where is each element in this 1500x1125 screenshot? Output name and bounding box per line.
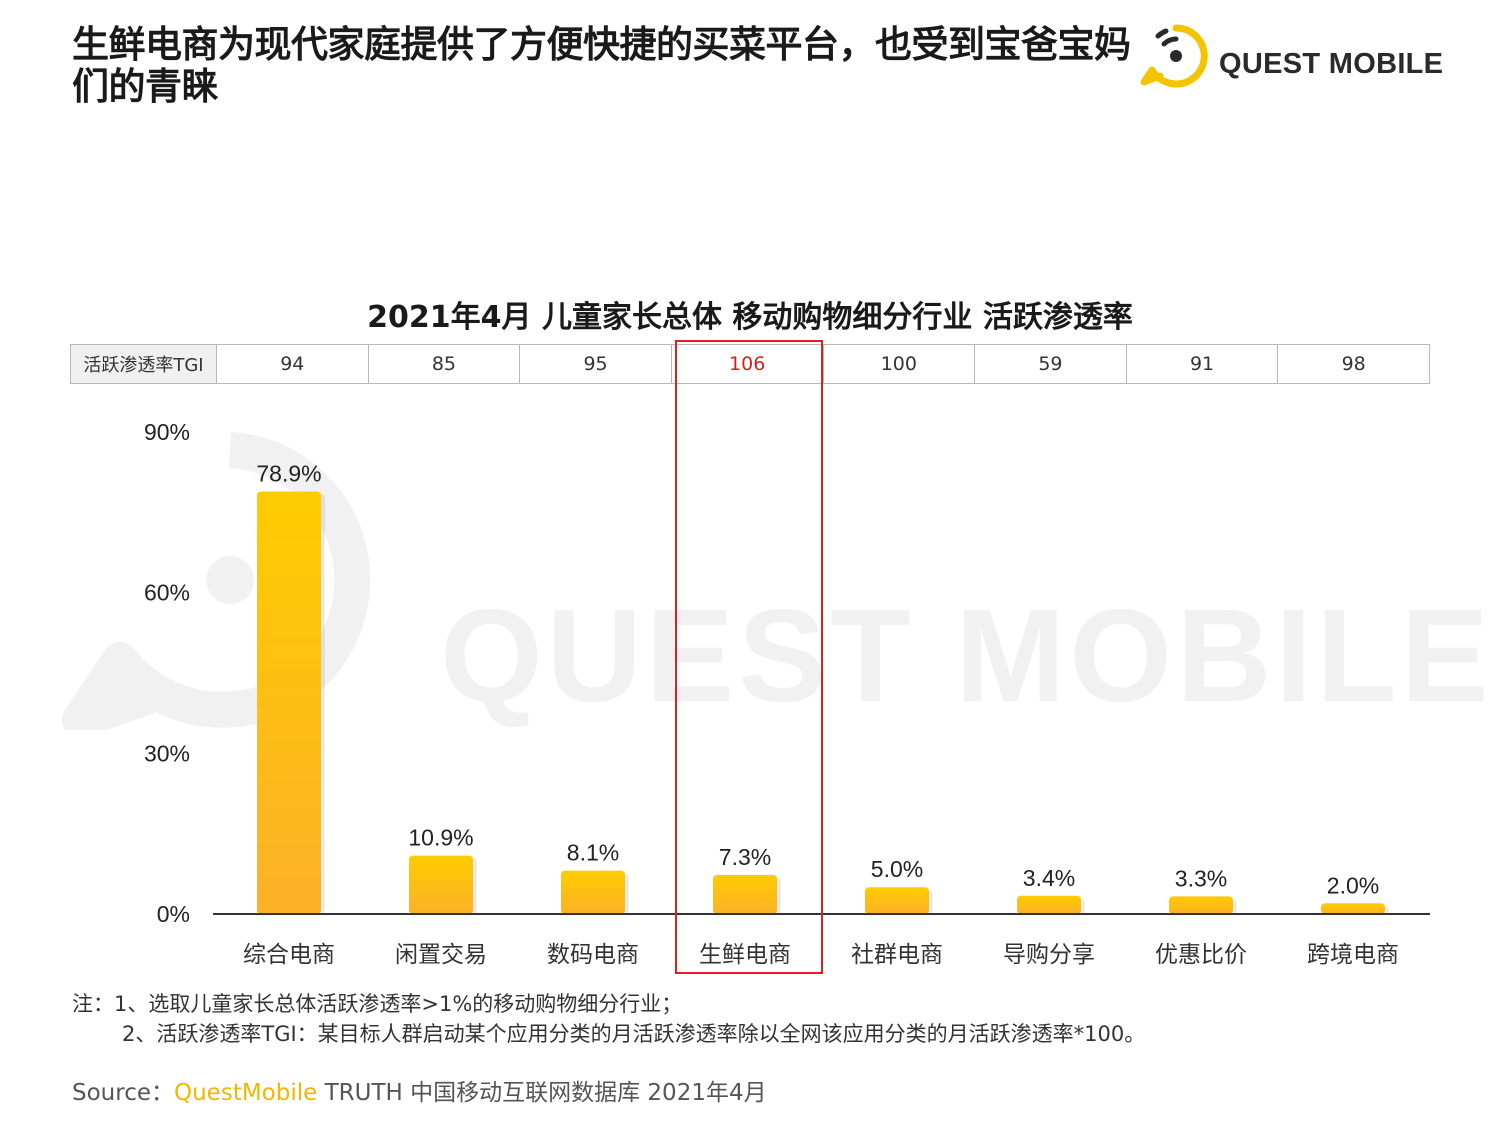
logo-mark-icon bbox=[1140, 24, 1208, 88]
category-label: 闲置交易 bbox=[395, 942, 487, 968]
value-label: 10.9% bbox=[408, 825, 473, 851]
page-title: 生鲜电商为现代家庭提供了方便快捷的买菜平台，也受到宝爸宝妈们的青睐 bbox=[72, 23, 1131, 108]
bar bbox=[257, 491, 321, 914]
tgi-cell: 100 bbox=[822, 344, 976, 384]
y-tick-label: 90% bbox=[144, 419, 190, 445]
bar bbox=[1017, 895, 1081, 914]
logo-text: QUEST MOBILE bbox=[1219, 48, 1444, 80]
value-label: 2.0% bbox=[1327, 872, 1379, 898]
tgi-cell: 94 bbox=[216, 344, 369, 384]
bar bbox=[409, 855, 473, 914]
bar bbox=[865, 887, 929, 914]
source-line: Source：QuestMobile TRUTH 中国移动互联网数据库 2021… bbox=[72, 1073, 767, 1107]
quest-mobile-logo: QUEST MOBILE bbox=[1136, 20, 1443, 90]
chart-title: 2021年4月 儿童家长总体 移动购物细分行业 活跃渗透率 bbox=[367, 300, 1133, 335]
bar bbox=[1321, 903, 1385, 914]
footnote-2: 2、活跃渗透率TGI：某目标人群启动某个应用分类的月活跃渗透率除以全网该应用分类… bbox=[122, 1022, 1146, 1046]
value-label: 78.9% bbox=[256, 460, 321, 486]
bar bbox=[713, 874, 777, 914]
tgi-cell: 95 bbox=[519, 344, 672, 384]
tgi-label: 活跃渗透率TGI bbox=[70, 344, 217, 384]
tgi-cell: 91 bbox=[1125, 344, 1279, 384]
category-label-highlight: 生鲜电商 bbox=[699, 942, 791, 968]
value-label: 3.4% bbox=[1023, 865, 1075, 891]
value-label: 7.3% bbox=[719, 844, 771, 870]
tgi-cell-highlight: 106 bbox=[670, 344, 824, 384]
tgi-cell: 98 bbox=[1277, 344, 1430, 384]
source-brand: QuestMobile bbox=[174, 1080, 318, 1106]
y-tick-label: 60% bbox=[144, 580, 190, 606]
source-prefix: Source： bbox=[72, 1080, 174, 1106]
category-label: 优惠比价 bbox=[1155, 942, 1247, 968]
y-tick-label: 30% bbox=[144, 740, 190, 766]
tgi-cell: 59 bbox=[974, 344, 1127, 384]
source-rest: TRUTH 中国移动互联网数据库 2021年4月 bbox=[317, 1080, 767, 1106]
value-label: 3.3% bbox=[1175, 865, 1227, 891]
category-label: 跨境电商 bbox=[1307, 942, 1399, 968]
footnote-1: 注：1、选取儿童家长总体活跃渗透率>1%的移动购物细分行业； bbox=[72, 992, 683, 1016]
y-tick-label: 0% bbox=[157, 901, 190, 927]
highlight-box bbox=[675, 340, 823, 974]
bar bbox=[1169, 896, 1233, 914]
category-label: 数码电商 bbox=[547, 942, 639, 968]
value-label: 8.1% bbox=[567, 840, 619, 866]
tgi-row: 活跃渗透率TGI 94 85 95 106 100 59 91 98 bbox=[70, 344, 1430, 384]
category-label: 综合电商 bbox=[243, 942, 335, 968]
category-label: 社群电商 bbox=[851, 942, 943, 968]
value-label: 5.0% bbox=[871, 856, 923, 882]
category-label: 导购分享 bbox=[1003, 942, 1095, 968]
bar bbox=[561, 870, 625, 914]
tgi-table: 活跃渗透率TGI 94 85 95 106 100 59 91 98 bbox=[70, 344, 1430, 384]
